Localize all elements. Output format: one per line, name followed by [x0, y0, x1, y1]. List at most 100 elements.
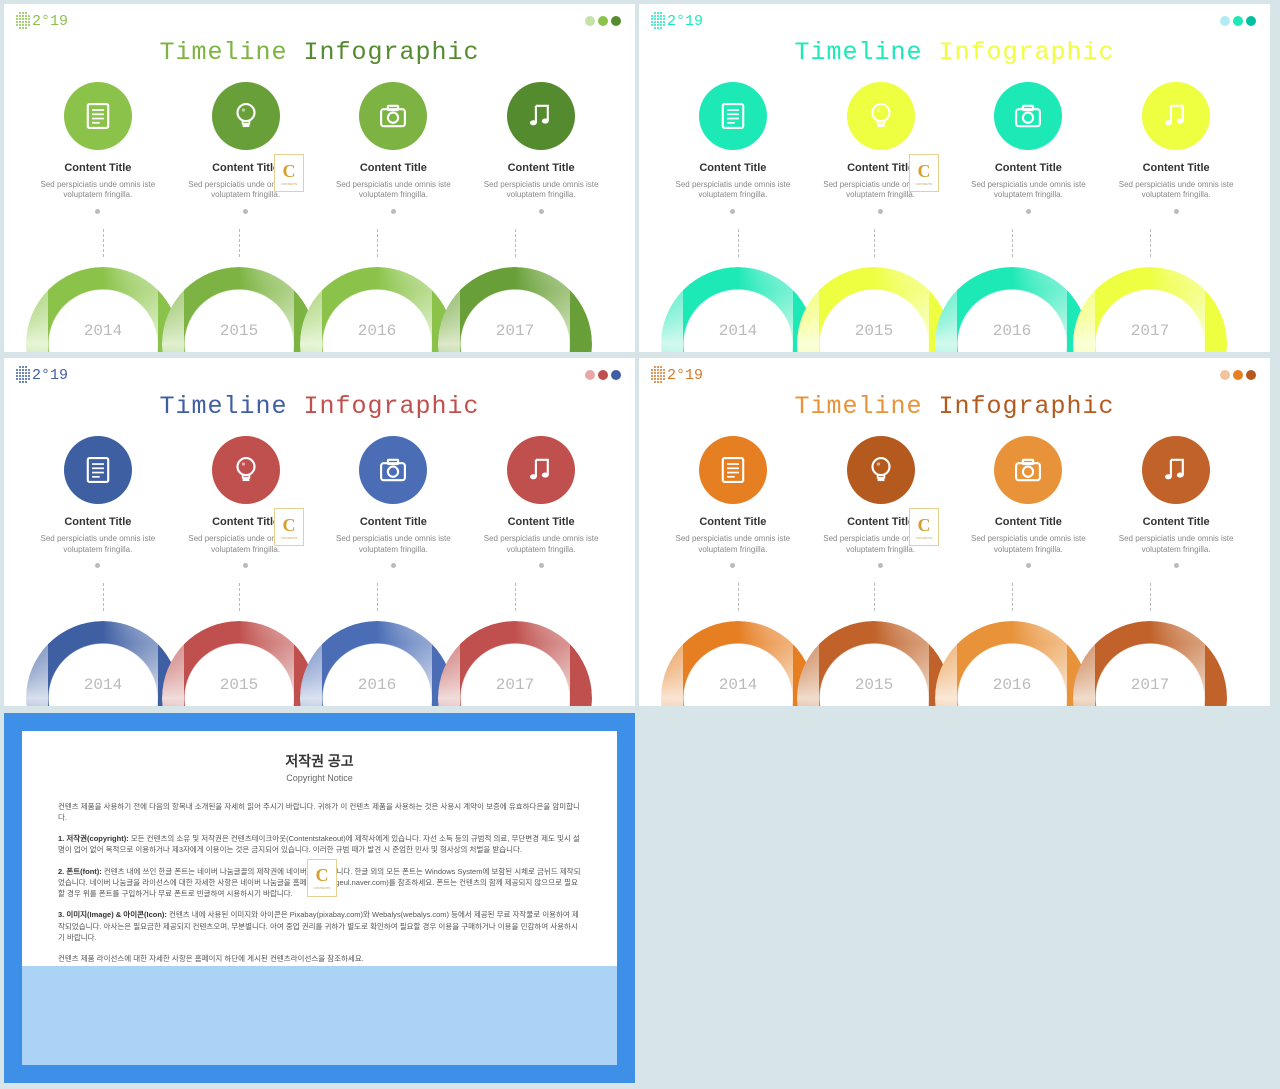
connector-line [515, 583, 516, 611]
music-icon [507, 436, 575, 504]
timeline-item: Content Title Sed perspiciatis unde omni… [1106, 436, 1246, 568]
connector-line [515, 229, 516, 257]
content-desc: Sed perspiciatis unde omnis iste volupta… [471, 180, 611, 201]
content-title: Content Title [508, 162, 575, 174]
timeline-item: Content Title Sed perspiciatis unde omni… [323, 436, 463, 568]
connector-dot [539, 209, 544, 214]
timeline-item: Content Title Sed perspiciatis unde omni… [663, 436, 803, 568]
notice-header: 저작권 공고 Copyright Notice [58, 751, 581, 783]
year-label: 2015 [797, 322, 951, 340]
content-desc: Sed perspiciatis unde omnis iste volupta… [663, 180, 803, 201]
slide-title: Timeline Infographic [639, 392, 1270, 421]
year-label: 2014 [26, 322, 180, 340]
content-desc: Sed perspiciatis unde omnis iste volupta… [1106, 180, 1246, 201]
timeline-item: Content Title Sed perspiciatis unde omni… [176, 436, 316, 568]
content-title: Content Title [212, 516, 279, 528]
timeline-slide: 2°19 Timeline Infographic Content Title … [639, 358, 1270, 706]
year-label: 2014 [661, 676, 815, 694]
slide-title: Timeline Infographic [4, 38, 635, 67]
watermark: C CONTENTS [274, 508, 304, 546]
content-title: Content Title [995, 162, 1062, 174]
year-label: 2017 [1073, 322, 1227, 340]
corner-dots [585, 370, 621, 380]
corner-dots [1220, 370, 1256, 380]
year-label: 2016 [300, 322, 454, 340]
year-label: 2°19 [667, 367, 703, 384]
connector-dot [391, 563, 396, 568]
connector-line [377, 583, 378, 611]
connector-line [239, 229, 240, 257]
content-title: Content Title [699, 162, 766, 174]
connector-line [377, 229, 378, 257]
content-desc: Sed perspiciatis unde omnis iste volupta… [28, 180, 168, 201]
year-label: 2017 [1073, 676, 1227, 694]
content-desc: Sed perspiciatis unde omnis iste volupta… [471, 534, 611, 555]
connector-line [874, 229, 875, 257]
items-row: Content Title Sed perspiciatis unde omni… [639, 436, 1270, 568]
slide-title: Timeline Infographic [4, 392, 635, 421]
year-label: 2015 [162, 322, 316, 340]
timeline-item: Content Title Sed perspiciatis unde omni… [323, 82, 463, 214]
year-label: 2015 [162, 676, 316, 694]
bulb-icon [212, 82, 280, 150]
content-title: Content Title [699, 516, 766, 528]
content-desc: Sed perspiciatis unde omnis iste volupta… [28, 534, 168, 555]
content-desc: Sed perspiciatis unde omnis iste volupta… [323, 534, 463, 555]
year-label: 2014 [661, 322, 815, 340]
connector-dot [95, 209, 100, 214]
document-icon [699, 436, 767, 504]
logo: 2°19 [16, 12, 68, 30]
content-title: Content Title [847, 516, 914, 528]
timeline-item: Content Title Sed perspiciatis unde omni… [471, 82, 611, 214]
year-label: 2017 [438, 322, 592, 340]
connector-dot [539, 563, 544, 568]
notice-title: 저작권 공고 [58, 751, 581, 771]
timeline-item: Content Title Sed perspiciatis unde omni… [176, 82, 316, 214]
connector-dot [243, 563, 248, 568]
year-label: 2017 [438, 676, 592, 694]
content-title: Content Title [995, 516, 1062, 528]
connector-dot [243, 209, 248, 214]
watermark: C CONTENTS [307, 859, 337, 897]
items-row: Content Title Sed perspiciatis unde omni… [4, 82, 635, 214]
connector-line [738, 229, 739, 257]
timeline-item: Content Title Sed perspiciatis unde omni… [958, 82, 1098, 214]
logo: 2°19 [651, 12, 703, 30]
year-label: 2016 [300, 676, 454, 694]
watermark: C CONTENTS [909, 508, 939, 546]
content-title: Content Title [64, 516, 131, 528]
connector-dot [1026, 209, 1031, 214]
music-icon [507, 82, 575, 150]
document-icon [699, 82, 767, 150]
connector-line [1150, 229, 1151, 257]
bulb-icon [847, 82, 915, 150]
year-label: 2016 [935, 676, 1089, 694]
timeline-item: Content Title Sed perspiciatis unde omni… [958, 436, 1098, 568]
connector-dot [730, 209, 735, 214]
camera-icon [359, 436, 427, 504]
timeline-item: Content Title Sed perspiciatis unde omni… [663, 82, 803, 214]
connector-line [239, 583, 240, 611]
timeline-item: Content Title Sed perspiciatis unde omni… [811, 82, 951, 214]
connector-dot [1026, 563, 1031, 568]
timeline-item: Content Title Sed perspiciatis unde omni… [28, 82, 168, 214]
connector-line [874, 583, 875, 611]
content-title: Content Title [1143, 162, 1210, 174]
content-title: Content Title [64, 162, 131, 174]
timeline-slide: 2°19 Timeline Infographic Content Title … [639, 4, 1270, 352]
timeline-item: Content Title Sed perspiciatis unde omni… [811, 436, 951, 568]
content-title: Content Title [508, 516, 575, 528]
connector-dot [730, 563, 735, 568]
content-title: Content Title [360, 162, 427, 174]
timeline-item: Content Title Sed perspiciatis unde omni… [471, 436, 611, 568]
connector-dot [391, 209, 396, 214]
corner-dots [585, 16, 621, 26]
content-desc: Sed perspiciatis unde omnis iste volupta… [663, 534, 803, 555]
timeline-item: Content Title Sed perspiciatis unde omni… [28, 436, 168, 568]
year-label: 2015 [797, 676, 951, 694]
slide-title: Timeline Infographic [639, 38, 1270, 67]
music-icon [1142, 82, 1210, 150]
watermark: C CONTENTS [909, 154, 939, 192]
notice-subtitle: Copyright Notice [58, 773, 581, 783]
content-title: Content Title [212, 162, 279, 174]
